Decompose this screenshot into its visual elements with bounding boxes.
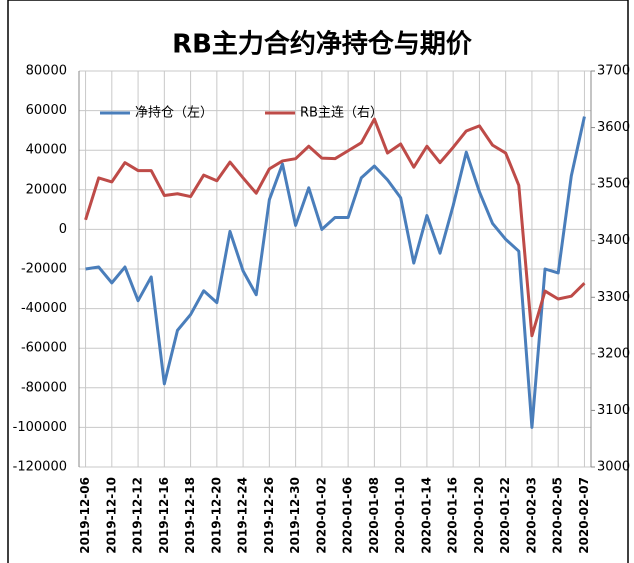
y-tick-label: 60000 (26, 103, 67, 118)
series-line (85, 116, 586, 429)
y2-tick-label: 3000 (597, 460, 630, 475)
series-line (84, 117, 586, 338)
y2-tick-label: 3400 (597, 233, 630, 248)
y-tick-label: -40000 (21, 301, 67, 316)
y2-tick-label: 3600 (597, 120, 630, 135)
frame (7, 0, 629, 563)
x-tick-label: 2020-01-08 (367, 477, 381, 554)
y2-tick-label: 3300 (597, 290, 630, 305)
y-tick-label: 80000 (26, 64, 67, 79)
y-tick-label: -20000 (21, 262, 67, 277)
x-tick-label: 2020-02-07 (577, 477, 591, 554)
x-tick-label: 2019-12-26 (262, 477, 276, 554)
x-tick-label: 2020-01-20 (472, 477, 486, 554)
y-tick-label: -120000 (13, 460, 67, 475)
y-tick-label: -60000 (21, 341, 67, 356)
x-tick-label: 2020-01-16 (446, 477, 460, 554)
x-tick-label: 2020-01-10 (393, 477, 407, 554)
y2-tick-label: 3500 (597, 177, 630, 192)
legend-label: 净持仓（左） (135, 106, 213, 121)
x-tick-label: 2020-01-02 (314, 477, 328, 554)
x-tick-label: 2019-12-24 (236, 477, 250, 554)
y2-tick-label: 3200 (597, 346, 630, 361)
x-tick-label: 2019-12-18 (183, 477, 197, 554)
x-tick-label: 2019-12-30 (288, 477, 302, 554)
x-tick-label: 2020-01-22 (498, 477, 512, 554)
chart-title: RB主力合约净持仓与期价 (172, 29, 473, 60)
x-tick-label: 2019-12-20 (209, 477, 223, 554)
x-tick-label: 2019-12-12 (131, 477, 145, 554)
y-tick-label: 20000 (26, 182, 67, 197)
y-tick-label: -100000 (13, 420, 67, 435)
y2-tick-label: 3700 (597, 64, 630, 79)
x-tick-label: 2020-02-03 (524, 477, 538, 554)
y-tick-label: 0 (59, 222, 67, 237)
x-tick-label: 2019-12-16 (157, 477, 171, 554)
y2-tick-label: 3100 (597, 403, 630, 418)
x-tick-label: 2020-02-05 (551, 477, 565, 554)
x-tick-label: 2020-01-06 (341, 477, 355, 554)
x-tick-label: 2019-12-10 (104, 477, 118, 554)
legend-label: RB主连（右） (300, 105, 383, 121)
y-tick-label: -80000 (21, 380, 67, 395)
x-tick-label: 2020-01-14 (419, 477, 433, 554)
y-tick-label: 40000 (26, 143, 67, 158)
x-tick-label: 2019-12-06 (78, 477, 92, 554)
